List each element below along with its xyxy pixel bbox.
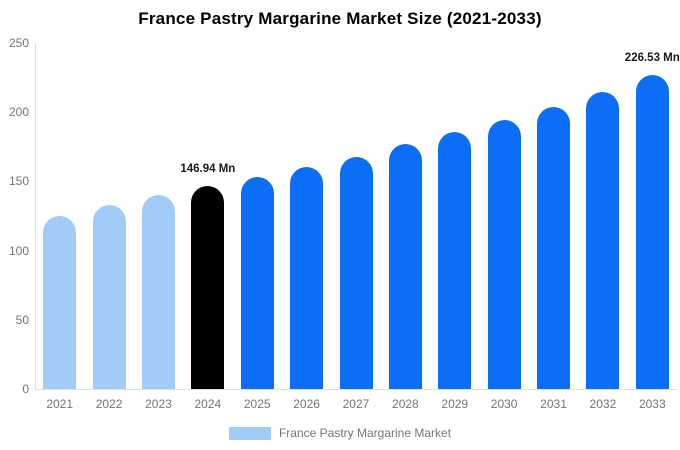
x-axis-tick-label: 2029 <box>441 397 469 411</box>
legend[interactable]: France Pastry Margarine Market <box>0 426 680 440</box>
y-axis-line <box>35 43 36 389</box>
bar-2028[interactable] <box>388 144 422 389</box>
legend-swatch <box>228 426 271 440</box>
x-axis-tick-label: 2026 <box>293 397 320 411</box>
x-axis-tick-label: 2032 <box>589 397 617 411</box>
data-label-2024: 146.94 Mn <box>180 162 236 175</box>
x-axis-tick-label: 2028 <box>392 397 419 411</box>
y-axis-tick-label: 50 <box>15 312 29 327</box>
bar-2023[interactable] <box>141 195 175 389</box>
bar-2027[interactable] <box>339 156 373 389</box>
x-axis-tick-label: 2027 <box>342 397 370 411</box>
y-axis-tick-label: 150 <box>8 174 29 189</box>
x-axis-tick-label: 2025 <box>243 397 271 411</box>
bar-2033[interactable] <box>635 75 669 389</box>
bar-2031[interactable] <box>537 106 571 389</box>
bar-2026[interactable] <box>290 167 324 389</box>
x-axis-tick-label: 2022 <box>95 397 123 411</box>
bar-2030[interactable] <box>487 119 521 389</box>
y-axis-tick-label: 0 <box>22 382 29 396</box>
x-axis-tick-label: 2033 <box>638 397 666 411</box>
y-axis-tick-label: 200 <box>8 105 29 120</box>
x-axis-tick-label: 2030 <box>490 397 518 411</box>
legend-label: France Pastry Margarine Market <box>278 426 452 440</box>
bar-2025[interactable] <box>240 177 274 389</box>
chart-title: France Pastry Margarine Market Size (202… <box>138 9 542 28</box>
y-axis-tick-label: 100 <box>8 243 29 258</box>
x-axis-tick-label: 2024 <box>194 397 222 411</box>
y-axis-tick-label: 250 <box>8 36 29 50</box>
bar-2032[interactable] <box>586 92 620 389</box>
x-axis-line <box>35 389 677 390</box>
x-axis-tick-label: 2031 <box>540 397 567 411</box>
bar-2024[interactable] <box>191 185 225 389</box>
bar-2029[interactable] <box>438 132 472 389</box>
data-label-2033: 226.53 Mn <box>624 52 680 65</box>
x-axis-tick-label: 2021 <box>46 397 74 411</box>
x-axis-tick-label: 2023 <box>145 397 172 411</box>
bar-2021[interactable] <box>43 215 77 389</box>
bar-2022[interactable] <box>92 205 126 389</box>
